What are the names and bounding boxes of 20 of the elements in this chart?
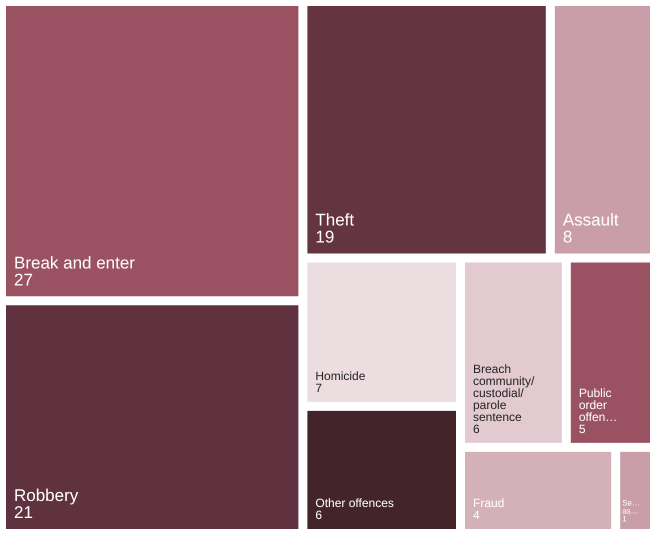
category-label: Fraud	[473, 496, 504, 510]
category-label: Break and enter	[14, 253, 136, 272]
data-label: 4	[473, 508, 480, 522]
category-label: Robbery	[14, 486, 79, 505]
category-label: Breach community/ custodial/parole sentence	[473, 362, 538, 424]
category-label: Homicide	[315, 368, 366, 383]
data-label: 8	[562, 228, 572, 246]
category-label: Public order offen…	[578, 386, 618, 424]
data-label: 6	[473, 422, 480, 436]
category-label: Assault	[562, 210, 619, 230]
category-label: Theft	[315, 210, 354, 230]
data-label: 27	[14, 270, 33, 290]
data-label: 19	[315, 228, 334, 246]
data-label: 7	[315, 380, 322, 395]
data-label: 21	[14, 503, 33, 522]
data-label: 5	[578, 422, 586, 436]
data-label: 6	[315, 508, 322, 522]
data-label: 1	[622, 514, 628, 524]
category-label: Other offences	[315, 496, 394, 510]
category-label: Se… as…	[622, 498, 642, 516]
